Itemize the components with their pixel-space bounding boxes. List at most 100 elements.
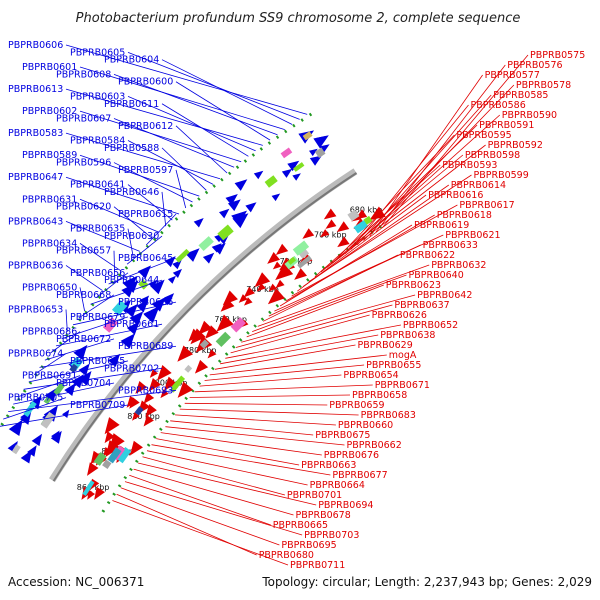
forward-leader-line: [175, 169, 187, 209]
reverse-leader-line: [209, 354, 387, 376]
cog-feature-block: [215, 331, 231, 348]
forward-gene-arrow: [245, 202, 257, 213]
forward-leader-line: [113, 206, 153, 240]
forward-leader-line: [65, 44, 308, 115]
forward-gene-arrow: [120, 333, 136, 349]
cog-feature-block: [302, 131, 313, 141]
reverse-leader-line: [350, 104, 469, 250]
cog-feature-block: [93, 452, 107, 466]
forward-leader-line: [13, 382, 115, 405]
reverse-leader-line: [246, 284, 384, 338]
forward-leader-line: [96, 272, 129, 298]
forward-gene-arrow: [185, 248, 200, 262]
cog-feature-block: [264, 175, 278, 188]
cog-feature-block: [107, 447, 122, 464]
forward-gene-label: PBPRB0661: [104, 319, 159, 330]
forward-gene-arrow: [213, 243, 226, 255]
forward-leader-line: [61, 316, 129, 340]
forward-gene-label: PBPRB0674: [8, 349, 63, 360]
forward-gene-label: PBPRB0584: [70, 136, 125, 147]
cog-feature-block: [347, 209, 360, 222]
forward-gene-arrow: [172, 260, 182, 270]
reverse-gene-label: PBPRB0598: [465, 150, 520, 161]
cog-feature-block: [230, 317, 246, 333]
reverse-gene-arrow: [302, 228, 315, 239]
reverse-gene-arrow: [207, 349, 217, 359]
reverse-gene-label: PBPRB0683: [361, 410, 416, 421]
reverse-gene-arrow: [216, 314, 234, 332]
cog-feature-block: [175, 248, 190, 263]
forward-leader-line: [79, 66, 285, 130]
reverse-leader-line: [357, 94, 492, 246]
reverse-gene-arrow: [337, 236, 350, 248]
cog-feature-block: [314, 147, 326, 159]
cog-feature-block: [217, 224, 234, 241]
reverse-leader-line: [279, 224, 413, 307]
reverse-gene-label: PBPRB0665: [273, 520, 328, 531]
cog-feature-block: [11, 444, 21, 455]
forward-gene-arrow: [8, 419, 23, 437]
forward-leader-line: [23, 367, 163, 390]
gene-label-layer: PBPRB0606PBPRB0605PBPRB0604PBPRB0601PBPR…: [8, 40, 585, 571]
reverse-gene-arrow: [177, 381, 194, 398]
forward-leader-line: [65, 220, 140, 252]
forward-gene-arrow: [202, 252, 215, 264]
forward-leader-line: [161, 191, 167, 227]
reverse-leader-line: [291, 204, 458, 297]
forward-gene-arrow: [27, 445, 37, 457]
reverse-gene-label: PBPRB0623: [386, 280, 441, 291]
reverse-gene-arrow: [143, 415, 154, 427]
reverse-gene-arrow: [135, 380, 148, 394]
forward-gene-arrow: [51, 430, 60, 441]
forward-gene-arrow: [281, 168, 293, 178]
tick-label: 740 kbp: [246, 285, 279, 294]
forward-leader-line: [28, 360, 129, 383]
forward-leader-line: [113, 250, 116, 278]
reverse-gene-label: PBPRB0576: [507, 60, 562, 71]
forward-gene-arrow: [150, 279, 165, 295]
forward-leader-line: [79, 198, 160, 233]
reverse-leader-line: [142, 456, 286, 496]
reverse-gene-arrow: [275, 279, 285, 289]
feature-layer: [7, 130, 386, 500]
forward-gene-label: PBPRB0653: [8, 304, 63, 315]
reverse-leader-line: [137, 462, 317, 506]
reverse-gene-arrow: [190, 328, 206, 345]
reverse-gene-arrow: [275, 243, 289, 255]
reverse-gene-arrow: [238, 294, 248, 303]
reverse-gene-label: PBPRB0593: [442, 160, 497, 171]
gc-dotted-ring-0: [0, 109, 317, 431]
reverse-gene-arrow: [163, 376, 177, 391]
reverse-leader-line: [179, 408, 359, 416]
reverse-leader-line: [252, 274, 407, 332]
reverse-leader-line: [170, 420, 314, 436]
cog-feature-block: [280, 147, 293, 159]
forward-leader-line: [113, 118, 235, 168]
forward-leader-line: [175, 125, 228, 174]
forward-gene-arrow: [143, 307, 160, 324]
forward-leader-line: [113, 162, 193, 203]
reverse-gene-arrow: [336, 221, 350, 233]
reverse-leader-line: [151, 444, 331, 476]
reverse-leader-line: [199, 374, 342, 387]
tick-label: 820 kbp: [127, 412, 160, 421]
reverse-gene-label: PBPRB0626: [372, 310, 427, 321]
cog-feature-block: [40, 411, 56, 429]
forward-gene-arrow: [231, 210, 248, 226]
reverse-gene-arrow: [94, 486, 105, 500]
reverse-gene-label: PBPRB0677: [332, 470, 387, 481]
reverse-gene-label: PBPRB0619: [414, 220, 469, 231]
forward-gene-arrow: [316, 135, 327, 145]
forward-gene-arrow: [73, 344, 88, 361]
tick-label: 760 kbp: [214, 315, 247, 324]
reverse-gene-label: PBPRB0671: [375, 380, 430, 391]
forward-gene-arrow: [20, 450, 32, 464]
forward-gene-label: PBPRB0666: [118, 297, 173, 308]
forward-gene-label: PBPRB0603: [70, 91, 125, 102]
forward-gene-arrow: [122, 276, 138, 292]
reverse-gene-arrow: [103, 447, 112, 457]
forward-gene-label: PBPRB0608: [56, 69, 111, 80]
forward-gene-arrow: [78, 371, 92, 386]
reverse-gene-arrow: [157, 364, 172, 381]
